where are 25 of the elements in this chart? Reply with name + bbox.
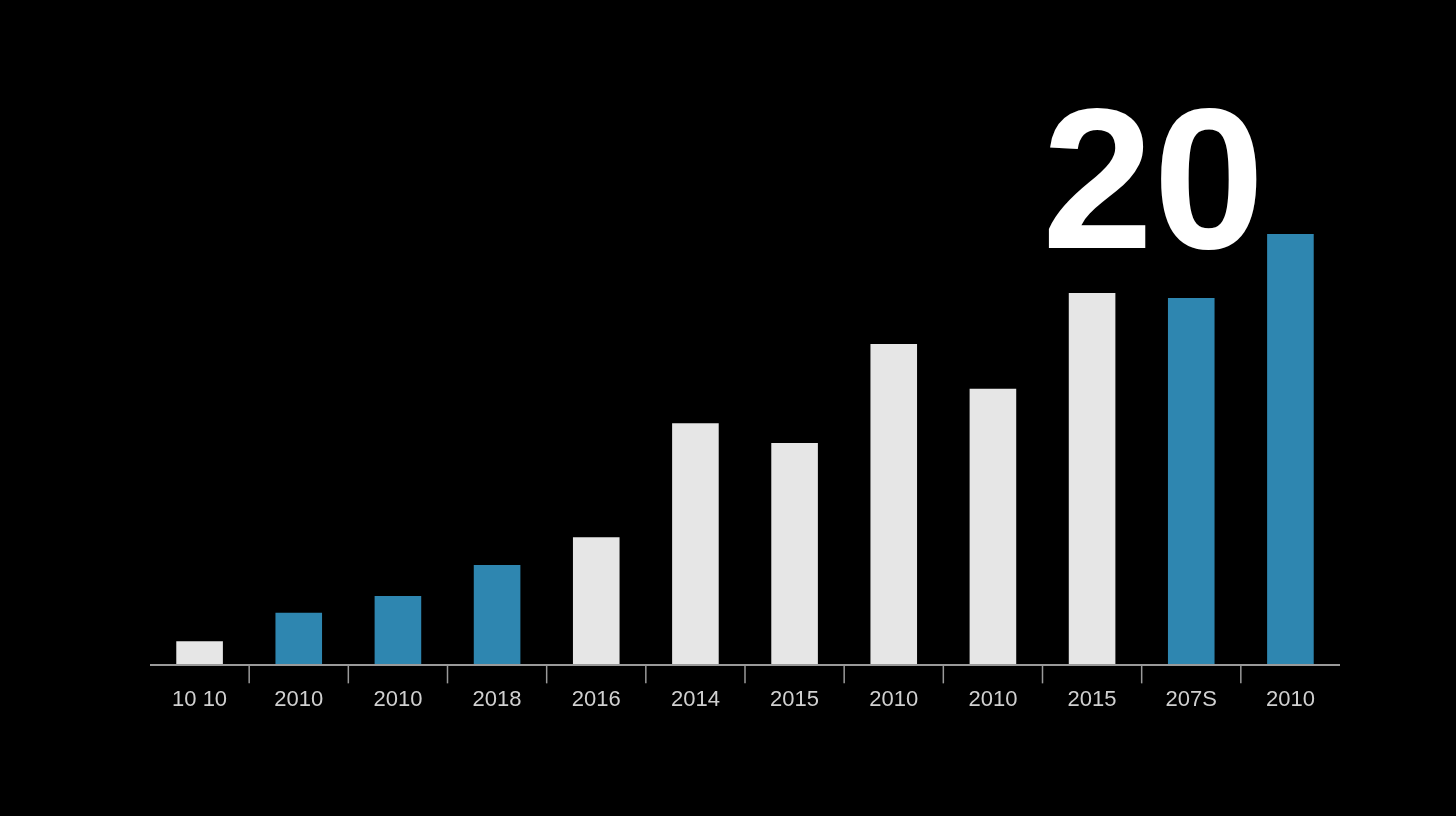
bar [1167, 298, 1215, 664]
x-tick-label: 2010 [1265, 686, 1315, 712]
x-tick-label: 2015 [1067, 686, 1117, 712]
bar [176, 641, 223, 664]
bar [1068, 292, 1116, 664]
bar [374, 596, 422, 664]
x-tick-label: 2016 [571, 686, 621, 712]
x-tick-label: 2014 [670, 686, 720, 712]
bar [969, 388, 1017, 664]
bar [275, 612, 323, 664]
x-tick-label: 2010 [968, 686, 1018, 712]
bar [672, 423, 719, 664]
bar [1267, 234, 1314, 664]
x-tick-label: 2010 [869, 686, 919, 712]
chart-title: 20 [1041, 67, 1265, 290]
bar [870, 344, 918, 664]
x-tick-label: 207S [1165, 686, 1217, 712]
x-tick-label: 2018 [472, 686, 522, 712]
x-tick-label: 2010 [274, 686, 324, 712]
x-tick-label: 2015 [770, 686, 820, 712]
bar [473, 565, 521, 664]
x-tick-label: 10 10 [172, 686, 228, 712]
bar [771, 442, 818, 664]
x-tick-label: 2010 [373, 686, 423, 712]
bar [572, 537, 620, 664]
